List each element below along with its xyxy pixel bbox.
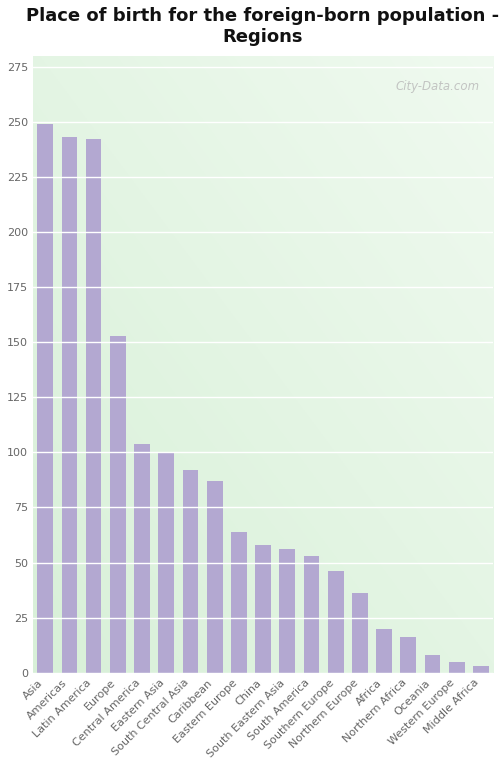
Bar xyxy=(449,662,464,673)
Bar xyxy=(158,452,174,673)
Text: City-Data.com: City-Data.com xyxy=(395,80,479,93)
Bar xyxy=(134,444,150,673)
Bar xyxy=(400,637,416,673)
Bar xyxy=(424,655,440,673)
Bar xyxy=(110,336,126,673)
Bar xyxy=(304,556,320,673)
Bar xyxy=(352,594,368,673)
Bar xyxy=(376,629,392,673)
Bar xyxy=(328,571,344,673)
Bar xyxy=(231,532,246,673)
Bar xyxy=(280,549,295,673)
Bar xyxy=(86,139,102,673)
Bar xyxy=(255,545,271,673)
Bar xyxy=(62,137,77,673)
Bar xyxy=(207,481,222,673)
Bar xyxy=(182,470,198,673)
Title: Place of birth for the foreign-born population -
Regions: Place of birth for the foreign-born popu… xyxy=(26,7,500,46)
Bar xyxy=(473,666,489,673)
Bar xyxy=(38,124,53,673)
